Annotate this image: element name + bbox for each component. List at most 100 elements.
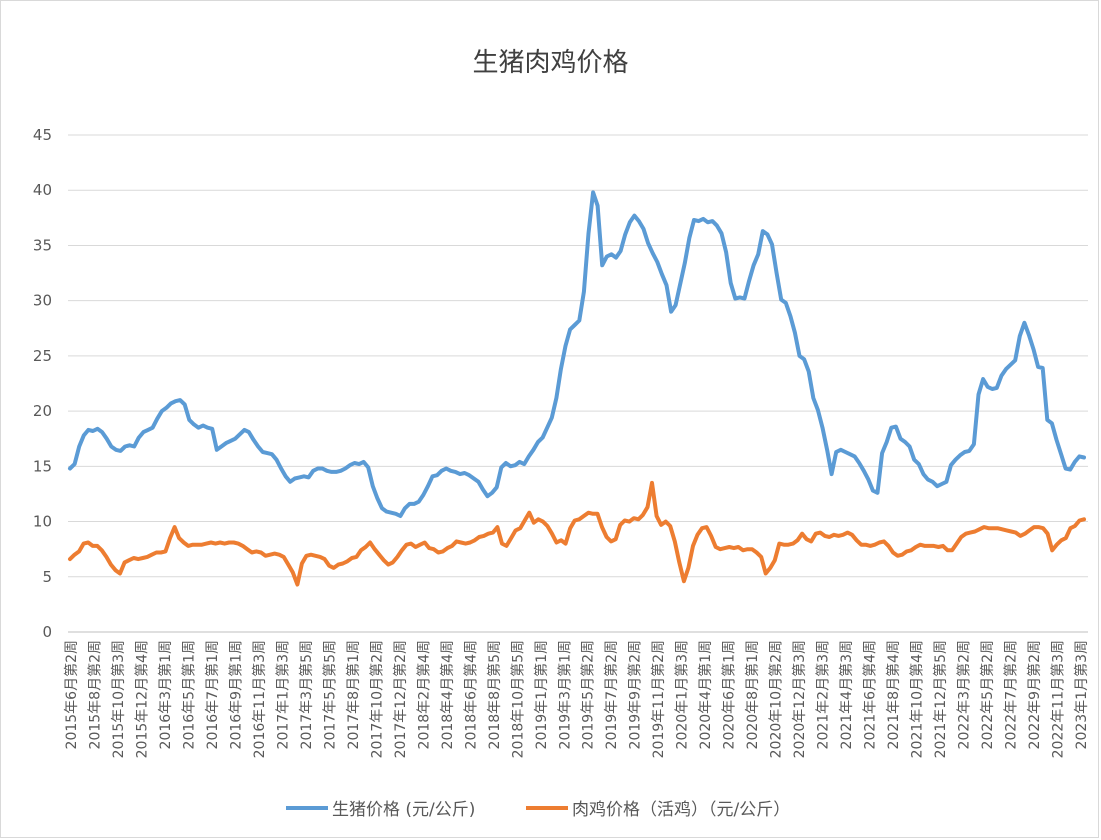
- data-point: [842, 534, 844, 536]
- data-point: [182, 541, 185, 544]
- data-point: [353, 462, 356, 464]
- x-tick-label: 2022年9月第2周: [1026, 640, 1043, 749]
- data-point: [1078, 455, 1081, 458]
- data-point: [965, 532, 967, 535]
- data-point: [367, 466, 370, 469]
- x-tick-label: 2020年12月第3周: [791, 640, 808, 758]
- data-point: [73, 463, 76, 465]
- data-point: [592, 191, 594, 194]
- data-point: [977, 393, 980, 396]
- data-point: [271, 453, 273, 456]
- x-tick-label: 2018年10月第5周: [509, 640, 526, 758]
- data-point: [583, 515, 585, 517]
- data-point: [592, 513, 594, 515]
- data-point: [992, 527, 994, 529]
- data-point: [463, 472, 466, 474]
- data-point: [332, 567, 335, 569]
- data-point: [509, 465, 512, 468]
- data-point: [830, 473, 833, 475]
- data-point: [959, 454, 961, 457]
- data-point: [427, 485, 429, 488]
- x-tick-label: 2017年3月第5周: [298, 640, 315, 749]
- data-point: [1037, 526, 1040, 528]
- data-point: [915, 546, 917, 548]
- data-point: [165, 407, 168, 409]
- data-point: [257, 445, 259, 448]
- data-point: [623, 519, 626, 522]
- data-point: [955, 542, 958, 545]
- data-point: [142, 431, 145, 433]
- data-point: [960, 536, 962, 538]
- data-point: [73, 553, 76, 556]
- data-point: [638, 220, 640, 222]
- data-point: [1083, 518, 1085, 521]
- data-point: [605, 536, 608, 538]
- x-tick-label: 2022年11月第3周: [1050, 640, 1067, 758]
- data-point: [796, 539, 799, 542]
- data-point: [760, 556, 762, 558]
- data-point: [105, 437, 108, 440]
- data-point: [892, 551, 894, 554]
- data-point: [1064, 467, 1067, 470]
- data-point: [252, 439, 255, 441]
- data-point: [436, 474, 438, 477]
- x-tick-label: 2017年10月第2周: [368, 640, 385, 758]
- data-point: [469, 541, 471, 544]
- legend-item-chicken: 肉鸡价格（活鸡）（元/公斤）: [526, 795, 790, 820]
- data-point: [541, 436, 544, 439]
- data-point: [237, 542, 239, 545]
- data-point: [445, 467, 448, 470]
- data-point: [360, 549, 362, 552]
- data-point: [464, 542, 467, 545]
- data-point: [431, 475, 434, 478]
- data-point: [596, 513, 599, 515]
- data-point: [164, 550, 167, 553]
- x-tick-label: 2023年1月第3周: [1073, 640, 1090, 749]
- data-point: [1069, 468, 1071, 471]
- data-point: [146, 556, 149, 558]
- data-point: [284, 475, 287, 478]
- data-point: [705, 526, 708, 528]
- data-point: [1074, 461, 1076, 463]
- x-tick-label: 2019年3月第1周: [556, 640, 573, 749]
- data-point: [805, 538, 808, 540]
- x-tick-label: 2016年7月第1周: [204, 640, 221, 749]
- data-point: [1060, 539, 1063, 542]
- data-point: [537, 441, 539, 443]
- data-point: [260, 551, 262, 554]
- data-point: [446, 547, 449, 549]
- data-point: [564, 542, 567, 545]
- x-tick-label: 2020年8月第1周: [744, 640, 761, 749]
- data-point: [742, 549, 744, 552]
- data-point: [828, 536, 831, 538]
- data-point: [746, 548, 749, 550]
- legend-swatch-pig: [286, 805, 328, 810]
- data-point: [296, 583, 299, 586]
- data-point: [78, 550, 80, 553]
- data-point: [395, 513, 397, 515]
- gridlines: [68, 134, 1088, 633]
- data-point: [1009, 363, 1012, 366]
- data-point: [419, 543, 421, 546]
- data-point: [619, 250, 622, 252]
- data-point: [473, 539, 476, 542]
- data-point: [246, 548, 249, 550]
- data-point: [372, 485, 374, 488]
- x-tick-label: 2016年5月第1周: [180, 640, 197, 749]
- data-point: [392, 561, 394, 564]
- data-point: [801, 532, 803, 535]
- x-tick-label: 2019年9月第2周: [627, 640, 644, 749]
- data-point: [110, 445, 113, 448]
- data-point: [188, 419, 191, 421]
- data-point: [269, 553, 271, 556]
- data-point: [128, 444, 131, 447]
- x-tick-label: 2021年2月第3周: [815, 640, 832, 749]
- x-tick-label: 2020年1月第3周: [674, 640, 691, 749]
- y-tick-label: 0: [42, 623, 52, 641]
- data-point: [833, 534, 835, 536]
- data-point: [881, 452, 883, 454]
- data-point: [115, 449, 117, 451]
- data-point: [1042, 527, 1044, 529]
- data-point: [551, 532, 553, 535]
- data-point: [1060, 453, 1062, 456]
